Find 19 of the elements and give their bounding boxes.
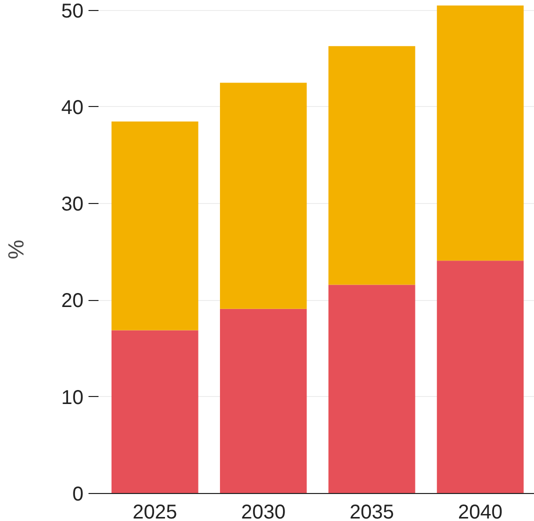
x-tick-label: 2025 <box>132 502 178 521</box>
y-tick-label: 40 <box>61 96 84 119</box>
bar <box>220 82 307 309</box>
y-tick-label: 10 <box>61 386 84 409</box>
bar <box>220 308 307 494</box>
bar <box>112 330 198 494</box>
bar <box>436 260 524 494</box>
x-tick-label: 2035 <box>350 502 394 521</box>
y-tick-label: 50 <box>61 0 84 22</box>
y-tick-label: 30 <box>61 194 84 216</box>
bar <box>112 121 198 330</box>
y-tick-label: 0 <box>72 484 84 506</box>
bar <box>328 46 416 285</box>
x-tick-label: 2040 <box>458 502 503 521</box>
bar <box>436 6 524 261</box>
y-axis-title: % <box>3 240 28 260</box>
x-tick-label: 2030 <box>241 502 286 521</box>
bar <box>328 284 416 494</box>
y-tick-label: 20 <box>61 290 84 312</box>
